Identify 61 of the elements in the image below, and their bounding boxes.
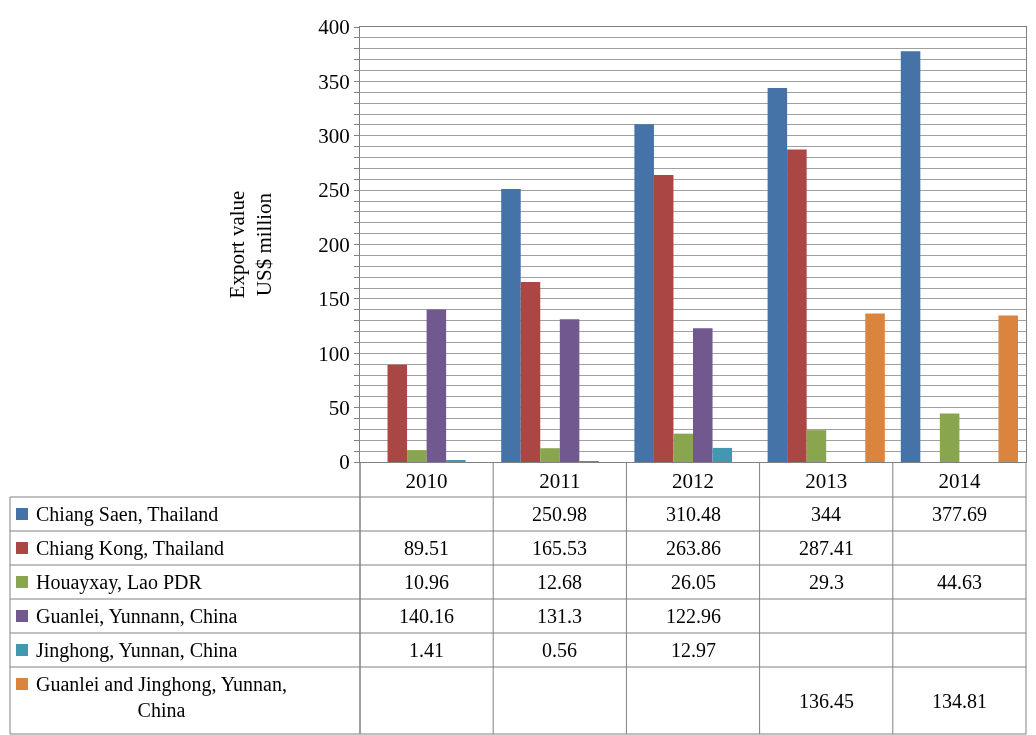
- data-label: 165.53: [532, 537, 587, 559]
- data-label: 89.51: [404, 537, 449, 559]
- bar: [387, 364, 408, 462]
- bar: [559, 319, 580, 462]
- y-tick-label: 300: [318, 124, 350, 149]
- data-label: 263.86: [666, 537, 721, 559]
- bar: [520, 281, 541, 462]
- legend-label: Guanlei and Jinghong, Yunnan, China: [36, 673, 287, 721]
- y-tick-label: 100: [318, 341, 350, 366]
- x-tick-label: 2014: [938, 469, 981, 494]
- bar: [634, 124, 654, 462]
- y-tick-label: 400: [318, 15, 350, 40]
- legend-label: Houayxay, Lao PDR: [36, 571, 203, 594]
- data-label: 12.68: [537, 571, 582, 593]
- bar: [693, 328, 713, 462]
- legend-label: Chiang Saen, Thailand: [36, 503, 219, 526]
- bar: [865, 313, 885, 462]
- bar: [998, 315, 1019, 462]
- x-tick-label: 2011: [539, 469, 581, 494]
- y-tick-label: 250: [318, 178, 350, 203]
- data-label: 0.56: [542, 639, 577, 661]
- data-label: 44.63: [937, 571, 982, 593]
- bar: [806, 430, 827, 462]
- data-label: 29.3: [809, 571, 844, 593]
- bar: [787, 149, 807, 462]
- data-label: 122.96: [666, 605, 721, 627]
- data-label: 10.96: [404, 571, 449, 593]
- legend-label: Jinghong, Yunnan, China: [36, 639, 238, 662]
- x-tick-label: 2010: [405, 469, 448, 494]
- data-label: 310.48: [666, 503, 721, 525]
- legend-label: Chiang Kong, Thailand: [36, 537, 224, 560]
- x-tick-label: 2012: [672, 469, 714, 494]
- data-label: 140.16: [399, 605, 454, 627]
- data-label: 1.41: [409, 639, 444, 661]
- y-tick-label: 0: [339, 450, 350, 475]
- data-label: 136.45: [799, 690, 854, 712]
- data-label: 134.81: [932, 690, 987, 712]
- bar: [426, 309, 447, 462]
- y-axis-title: Export value US$ million: [225, 190, 277, 299]
- y-tick-label: 200: [318, 232, 350, 257]
- legend-label: Guanlei, Yunnann, China: [36, 605, 238, 627]
- data-label: 287.41: [799, 537, 854, 559]
- y-tick-label: 50: [328, 395, 350, 420]
- y-tick-label: 350: [318, 69, 350, 94]
- data-label: 250.98: [532, 503, 587, 525]
- x-tick-label: 2013: [805, 469, 848, 494]
- data-label: 26.05: [671, 571, 716, 593]
- bar: [939, 413, 960, 462]
- bar: [712, 447, 733, 462]
- bar: [767, 87, 788, 462]
- bar: [653, 175, 674, 462]
- data-label: 12.97: [671, 639, 716, 661]
- data-label: 377.69: [932, 503, 987, 525]
- bar: [900, 51, 921, 462]
- bar: [540, 448, 560, 462]
- data-label: 344: [811, 503, 841, 525]
- bar: [407, 450, 427, 462]
- bar: [673, 433, 693, 462]
- data-label: 131.3: [537, 605, 582, 627]
- y-tick-label: 150: [318, 287, 350, 312]
- bar: [501, 189, 521, 462]
